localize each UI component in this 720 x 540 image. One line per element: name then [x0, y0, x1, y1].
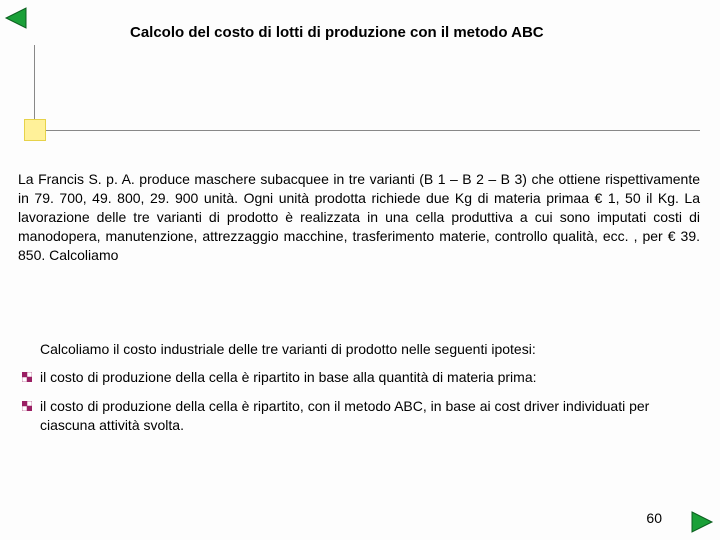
bullet-icon — [22, 401, 32, 411]
bullet-icon — [22, 372, 32, 382]
body-paragraph-1: La Francis S. p. A. produce maschere sub… — [18, 170, 700, 264]
divider-horizontal — [46, 130, 700, 131]
nav-back-button[interactable] — [4, 6, 28, 30]
accent-square — [24, 119, 46, 141]
nav-forward-button[interactable] — [690, 510, 714, 534]
body-paragraph-2: Calcoliamo il costo industriale delle tr… — [40, 340, 700, 359]
page-number: 60 — [646, 510, 662, 526]
list-item: il costo di produzione della cella è rip… — [22, 368, 700, 387]
list-item: il costo di produzione della cella è rip… — [22, 397, 700, 435]
list-item-text: il costo di produzione della cella è rip… — [40, 368, 700, 387]
list-item-text: il costo di produzione della cella è rip… — [40, 397, 700, 435]
bullet-list: il costo di produzione della cella è rip… — [22, 368, 700, 445]
page-title: Calcolo del costo di lotti di produzione… — [130, 24, 544, 41]
